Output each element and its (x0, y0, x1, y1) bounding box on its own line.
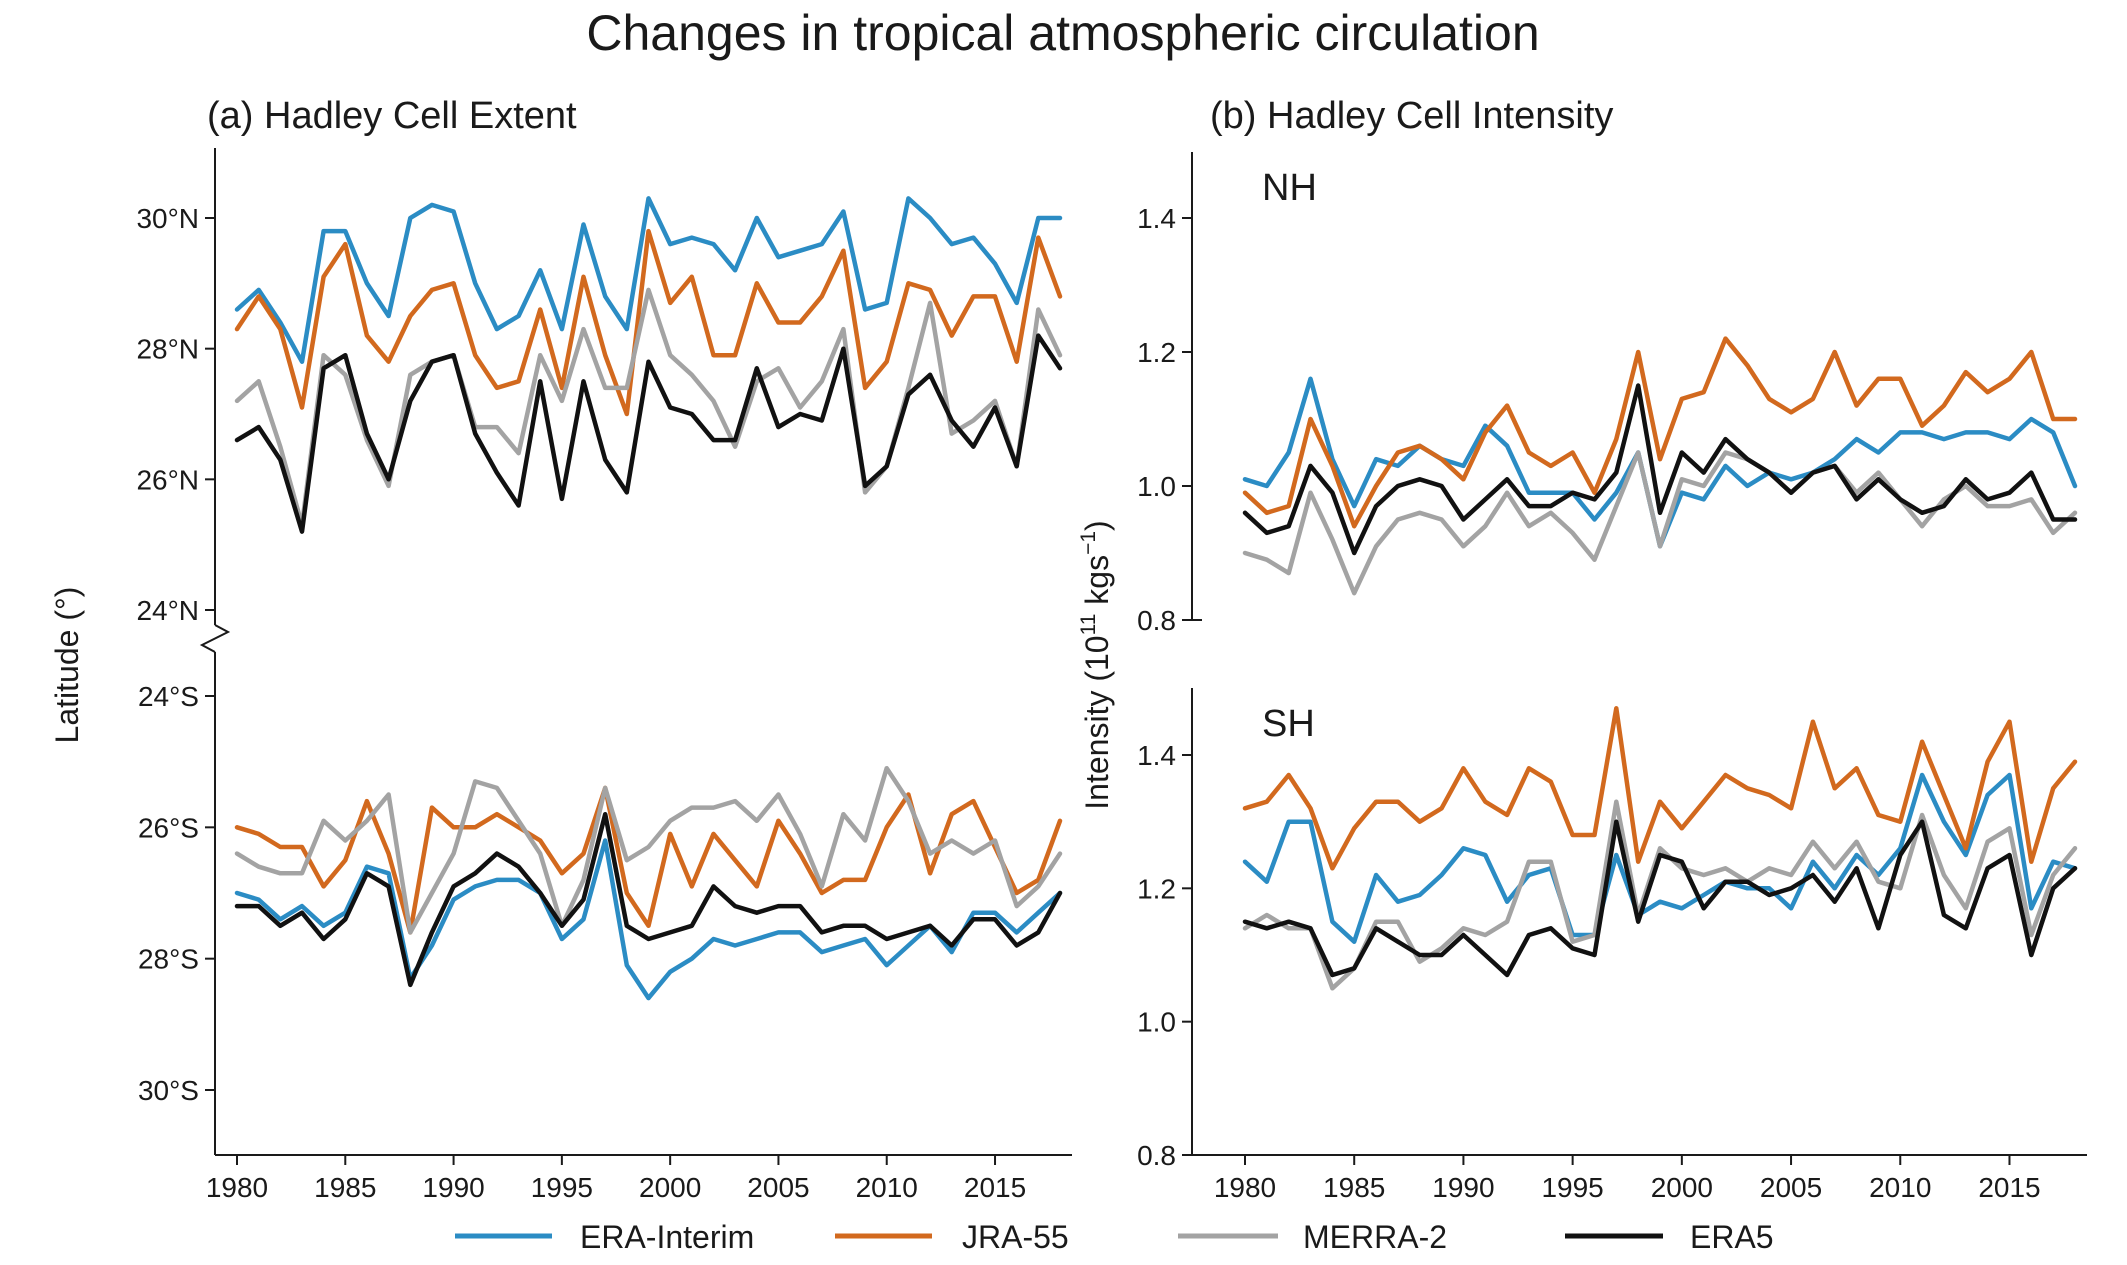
panel-b-ylabel: Intensity (1011 kgs−1) (1077, 520, 1115, 809)
panel-a-sub0-series-jra-55 (234, 228, 1063, 417)
panel-b-xtick-label-2010: 2010 (1869, 1172, 1931, 1203)
panel-a-nh-ytick-label: 30°N (136, 203, 199, 234)
panel-a-sh-ytick-label: 28°S (138, 944, 199, 975)
panel-a-xtick-label-1980: 1980 (206, 1172, 268, 1203)
legend-label-merra-2: MERRA-2 (1303, 1219, 1447, 1255)
panel-a-sub0-series-era-interim (234, 196, 1063, 364)
panel-b-nh-label: NH (1262, 167, 1317, 209)
panel-a-nh-ytick-label: 28°N (136, 334, 199, 365)
panel-a-title: (a) Hadley Cell Extent (207, 95, 577, 137)
panel-a-xtick-label-1995: 1995 (531, 1172, 593, 1203)
panel-a-xtick-label-2005: 2005 (747, 1172, 809, 1203)
legend-label-era5: ERA5 (1690, 1219, 1774, 1255)
panel-a-nh-ytick-label: 26°N (136, 464, 199, 495)
panel-a-nh-ytick-label: 24°N (136, 595, 199, 626)
plots: 24°N 26°N 28°N 30°N 24°S 26°S 28°S 30°S 1980 1985… (136, 148, 2087, 1203)
panel-a-xtick-label-1990: 1990 (422, 1172, 484, 1203)
panel-b-nh-ytick-label: 0.8 (1137, 605, 1176, 636)
panel-a-xtick-label-2015: 2015 (964, 1172, 1026, 1203)
panel-a-sh-ytick-label: 24°S (138, 681, 199, 712)
panel-a-sh-ytick-label: 26°S (138, 812, 199, 843)
panel-b-xtick-label-1985: 1985 (1323, 1172, 1385, 1203)
panel-b-sh-ytick-label: 0.8 (1137, 1140, 1176, 1171)
legend-label-jra-55: JRA-55 (962, 1219, 1069, 1255)
legend-item-merra-2: MERRA-2 (1178, 1219, 1447, 1255)
panel-b-nh-sub0-series-era5 (1242, 383, 2078, 556)
panel-a-sub1-series-jra-55 (234, 785, 1063, 935)
panel-b-sh-sub1-series-era-interim (1242, 772, 2078, 944)
panel-b-xtick-label-2000: 2000 (1651, 1172, 1713, 1203)
panel-a-sub0-series-era5 (234, 333, 1063, 534)
panel-a-sub1-series-era5 (234, 811, 1063, 988)
panel-a-sub1-series-merra-2 (234, 765, 1063, 935)
figure-title: Changes in tropical atmospheric circulat… (586, 5, 1539, 61)
panel-b-xtick-label-2005: 2005 (1760, 1172, 1822, 1203)
panel-b-title: (b) Hadley Cell Intensity (1210, 95, 1613, 137)
panel-b-nh-ytick-label: 1.4 (1137, 203, 1176, 234)
panel-a-axis-break (199, 624, 231, 653)
panel-b-sh-label: SH (1262, 703, 1315, 745)
panel-b-nh-ytick-label: 1.2 (1137, 337, 1176, 368)
panel-b-nh-ytick-label: 1.0 (1137, 471, 1176, 502)
panel-a-sub1-series-era-interim (234, 838, 1063, 1001)
panel-b-nh-sub0-series-jra-55 (1242, 336, 2078, 529)
panel-b-sh-sub1-series-era5 (1242, 819, 2078, 978)
panel-a-xtick-label-2010: 2010 (856, 1172, 918, 1203)
legend-label-era-interim: ERA-Interim (580, 1219, 754, 1255)
panel-b-xtick-label-1995: 1995 (1541, 1172, 1603, 1203)
panel-b-xtick-label-2015: 2015 (1978, 1172, 2040, 1203)
legend-item-era5: ERA5 (1565, 1219, 1774, 1255)
legend-item-jra-55: JRA-55 (835, 1219, 1069, 1255)
panel-b-sh-sub1-series-merra-2 (1242, 799, 2078, 991)
panel-a-sub0-series-merra-2 (234, 287, 1063, 528)
panel-b-sh-sub1-series-jra-55 (1242, 706, 2078, 871)
panel-a-xtick-label-1985: 1985 (314, 1172, 376, 1203)
panel-a-sh-ytick-label: 30°S (138, 1075, 199, 1106)
panel-b-sh-ytick-label: 1.0 (1137, 1007, 1176, 1038)
panel-b-sh-ytick-label: 1.2 (1137, 873, 1176, 904)
panel-b-xtick-label-1980: 1980 (1214, 1172, 1276, 1203)
legend: ERA-Interim JRA-55 MERRA-2 ERA5 (455, 1219, 1774, 1255)
legend-item-era-interim: ERA-Interim (455, 1219, 754, 1255)
panel-a-ylabel: Latitude (°) (49, 587, 85, 744)
panel-b-xtick-label-1990: 1990 (1432, 1172, 1494, 1203)
panel-b-sh-ytick-label: 1.4 (1137, 740, 1176, 771)
panel-a-xtick-label-2000: 2000 (639, 1172, 701, 1203)
